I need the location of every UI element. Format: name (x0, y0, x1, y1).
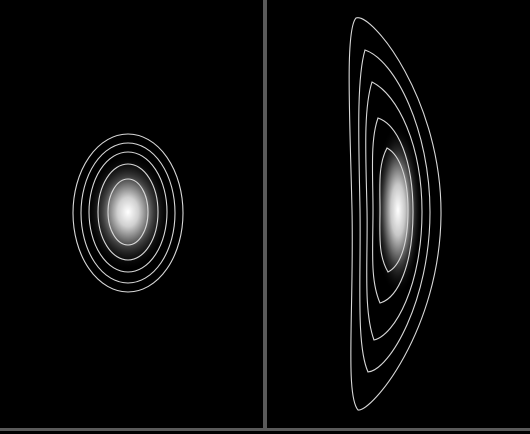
contour (365, 81, 423, 341)
contour (97, 163, 159, 261)
bottom-border (0, 428, 530, 431)
divider (263, 0, 267, 430)
intensity-glow (86, 154, 170, 270)
contour (379, 147, 409, 273)
contour (88, 151, 168, 273)
contour (107, 178, 149, 246)
contour (348, 17, 442, 411)
right-panel (348, 17, 442, 411)
contour (72, 133, 184, 293)
contour (358, 49, 431, 373)
left-panel (0, 0, 263, 428)
contour (371, 117, 414, 304)
contour (80, 142, 176, 284)
